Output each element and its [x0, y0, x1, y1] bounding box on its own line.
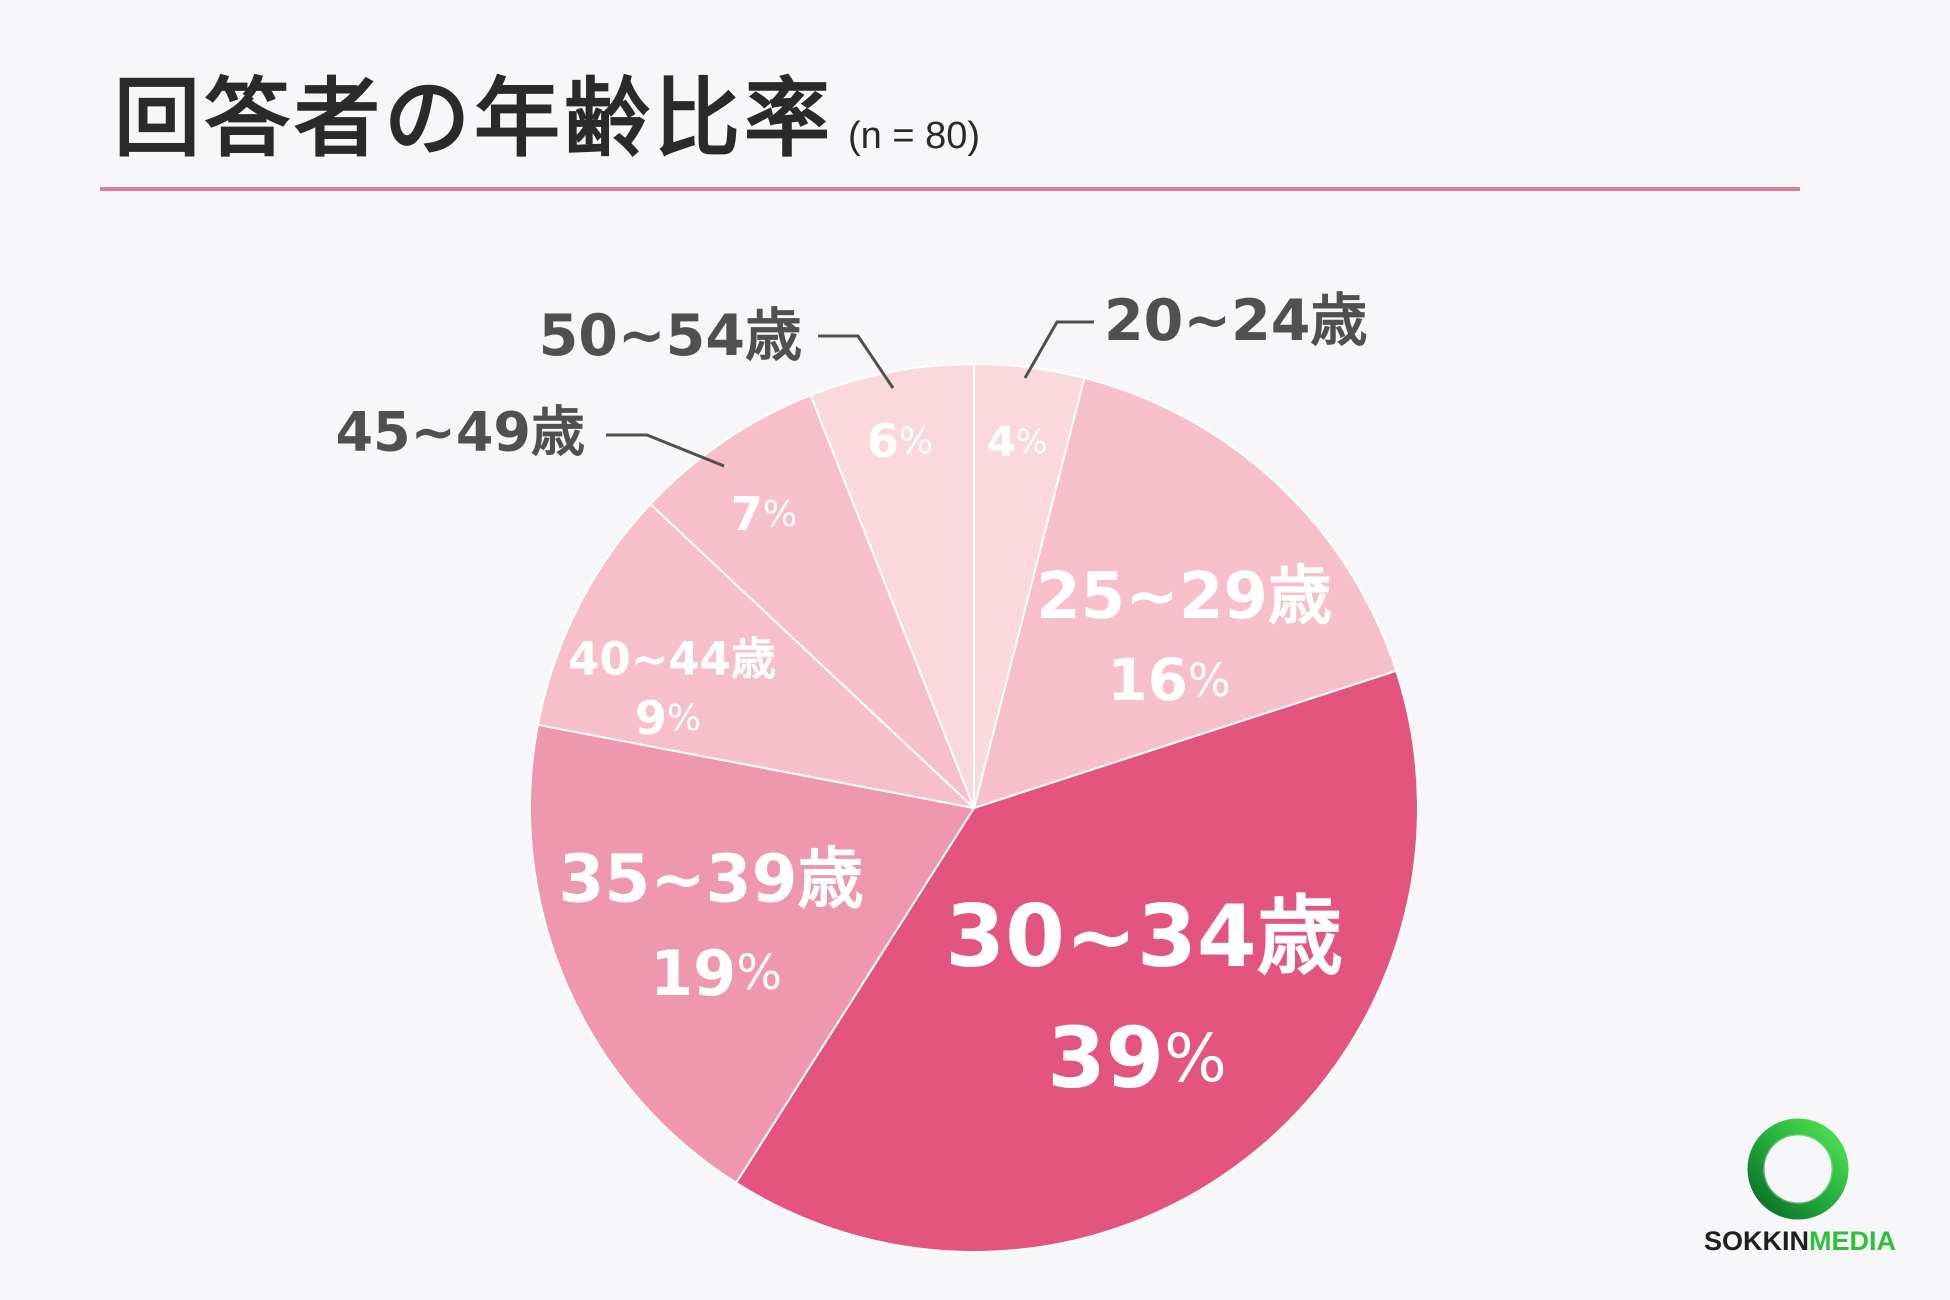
slice-percent-unit: %	[667, 698, 701, 739]
chart-title: 回答者の年齢比率	[114, 69, 834, 169]
leader-line-45-49	[606, 433, 725, 468]
slice-percent-25-29: 16%	[1107, 646, 1230, 714]
slice-percent-value: 39	[1047, 1009, 1164, 1107]
slice-label-20-24: 20~24歳	[1104, 288, 1367, 354]
pie-slices	[528, 363, 1419, 1253]
chart-subtitle: (n = 80)	[848, 115, 981, 157]
pie-slice-50-54	[809, 363, 975, 809]
logo-text-primary: SOKKIN	[1703, 1226, 1809, 1256]
slice-percent-unit: %	[1164, 1020, 1227, 1097]
slice-label-35-39: 35~39歳	[559, 841, 864, 918]
title-underline	[100, 187, 1800, 191]
leader-line-50-54	[818, 334, 895, 389]
pie-slice-30-34	[735, 669, 1419, 1253]
slice-percent-value: 16	[1107, 646, 1188, 714]
slice-percent-35-39: 19%	[650, 937, 782, 1010]
pie-slice-45-49	[649, 394, 975, 809]
pie-slice-40-44	[536, 503, 975, 809]
slice-percent-50-54: 6%	[867, 414, 933, 468]
slice-percent-value: 9	[635, 691, 667, 745]
slice-percent-40-44: 9%	[635, 691, 701, 745]
pie-slice-25-29	[973, 376, 1398, 809]
slice-percent-value: 6	[867, 414, 899, 468]
slice-label-25-29: 25~29歳	[1036, 560, 1332, 634]
slice-percent-value: 4	[987, 417, 1016, 466]
brand-logo: SOKKINMEDIA	[1690, 1110, 1910, 1260]
logo-text-accent: MEDIA	[1809, 1226, 1896, 1256]
slice-percent-unit: %	[736, 945, 782, 1001]
pie-slice-35-39	[528, 723, 975, 1184]
slice-label-40-44: 40~44歳	[568, 633, 776, 686]
pie-labels: 20~24歳 4% 25~29歳 16% 30~34歳 39% 35~39歳 19% 40~44…	[335, 288, 1367, 1107]
header: 回答者の年齢比率 (n = 80)	[114, 70, 980, 169]
leader-lines	[606, 320, 1094, 468]
slice-label-45-49: 45~49歳	[335, 401, 585, 464]
slice-percent-20-24: 4%	[987, 417, 1048, 466]
slice-percent-45-49: 7%	[731, 487, 797, 541]
slice-percent-unit: %	[1188, 654, 1231, 707]
slice-percent-30-34: 39%	[1047, 1009, 1227, 1107]
slice-label-50-54: 50~54歳	[539, 303, 802, 369]
slice-percent-value: 19	[650, 937, 736, 1010]
slice-percent-value: 7	[731, 487, 763, 541]
logo-wordmark: SOKKINMEDIA	[1690, 1226, 1910, 1257]
ring-icon	[1747, 1118, 1849, 1220]
leader-line-20-24	[1023, 320, 1094, 379]
slice-percent-unit: %	[763, 494, 797, 535]
slice-percent-unit: %	[1016, 422, 1047, 461]
slice-percent-unit: %	[899, 421, 933, 462]
slice-label-30-34: 30~34歳	[945, 887, 1342, 987]
